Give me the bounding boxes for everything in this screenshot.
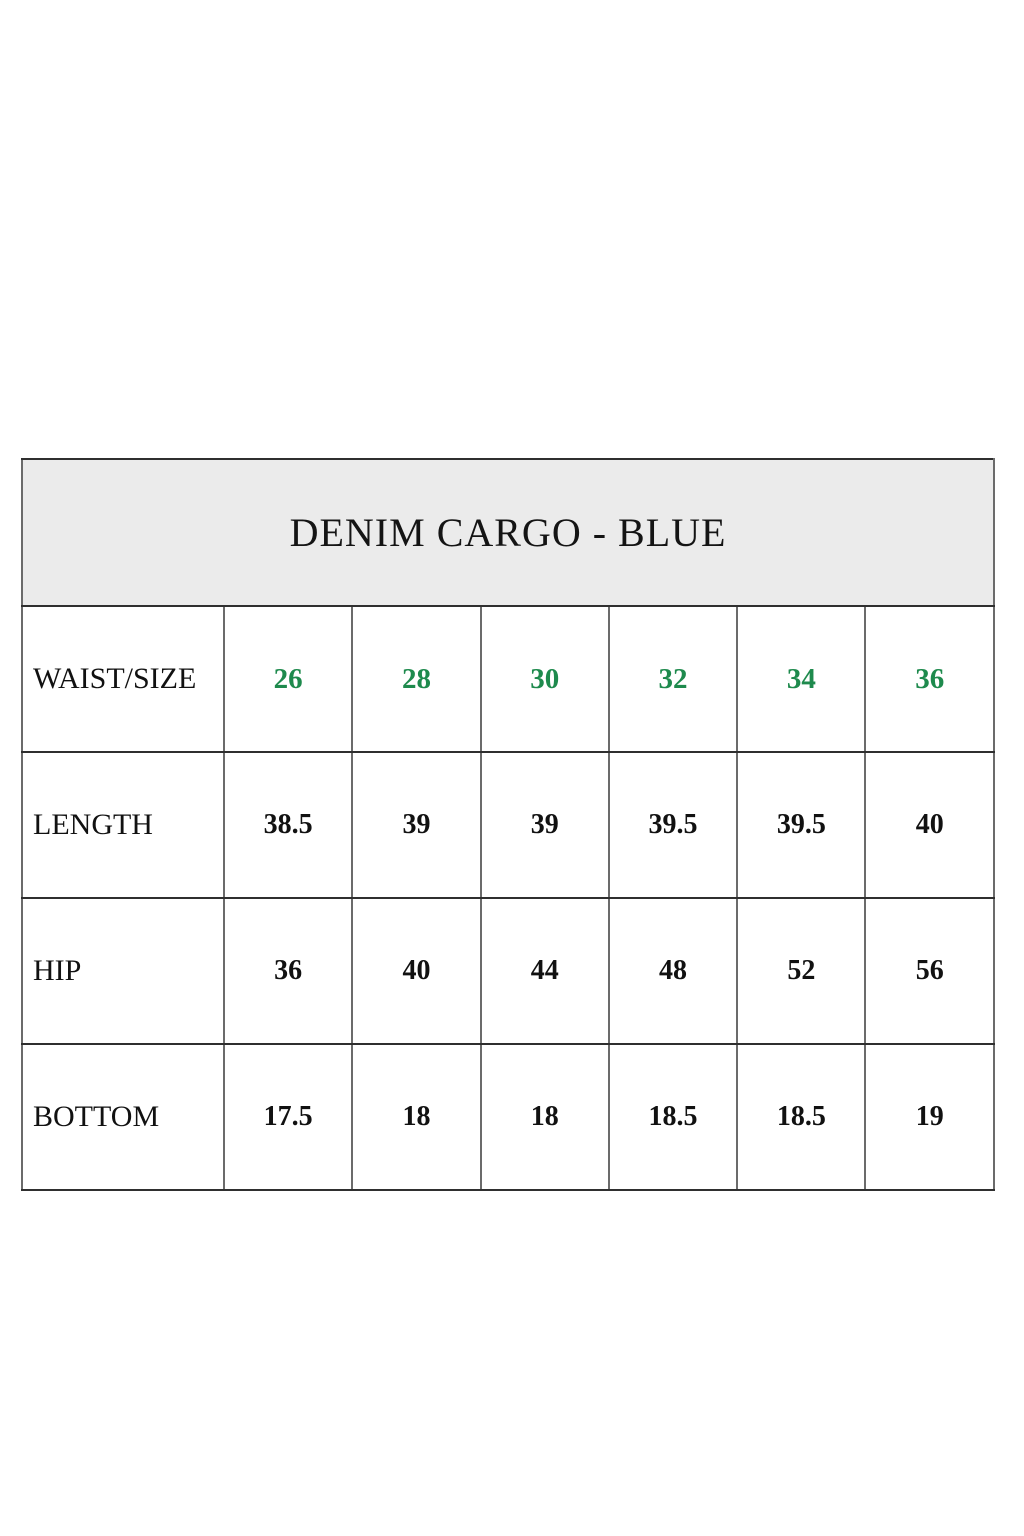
table-row-bottom: BOTTOM 17.5 18 18 18.5 18.5 19 <box>21 1043 996 1191</box>
measurement-value: 18 <box>351 1043 482 1191</box>
measurement-value: 18.5 <box>736 1043 867 1191</box>
row-label-waist-size: WAIST/SIZE <box>21 605 225 753</box>
title-band: DENIM CARGO - BLUE <box>20 458 996 607</box>
row-label-length: LENGTH <box>21 751 225 899</box>
size-chart-table: DENIM CARGO - BLUE WAIST/SIZE 26 28 30 3… <box>20 458 996 1191</box>
table-row-hip: HIP 36 40 44 48 52 56 <box>21 897 996 1045</box>
measurement-value: 48 <box>607 897 739 1045</box>
measurement-value: 39.5 <box>736 751 867 899</box>
size-value: 34 <box>736 605 867 753</box>
measurement-value: 40 <box>351 897 482 1045</box>
chart-title: DENIM CARGO - BLUE <box>289 510 727 555</box>
measurement-value: 39 <box>351 751 482 899</box>
size-value: 30 <box>479 605 610 753</box>
size-value: 26 <box>222 605 354 753</box>
measurement-value: 39 <box>479 751 610 899</box>
title-row: DENIM CARGO - BLUE <box>20 458 996 607</box>
measurement-value: 56 <box>864 897 996 1045</box>
measurement-value: 52 <box>736 897 867 1045</box>
measurement-value: 38.5 <box>222 751 354 899</box>
measurement-value: 36 <box>222 897 354 1045</box>
measurement-value: 19 <box>864 1043 996 1191</box>
size-value: 32 <box>607 605 739 753</box>
measurement-value: 17.5 <box>222 1043 354 1191</box>
measurement-value: 18.5 <box>607 1043 739 1191</box>
size-value: 36 <box>864 605 996 753</box>
measurement-value: 39.5 <box>607 751 739 899</box>
measurement-value: 40 <box>864 751 996 899</box>
table-row-length: LENGTH 38.5 39 39 39.5 39.5 40 <box>21 751 996 899</box>
measurement-value: 44 <box>479 897 610 1045</box>
row-label-hip: HIP <box>21 897 225 1045</box>
header-row: WAIST/SIZE 26 28 30 32 34 36 <box>21 605 996 753</box>
row-label-bottom: BOTTOM <box>21 1043 225 1191</box>
measurement-value: 18 <box>479 1043 610 1191</box>
size-value: 28 <box>351 605 482 753</box>
